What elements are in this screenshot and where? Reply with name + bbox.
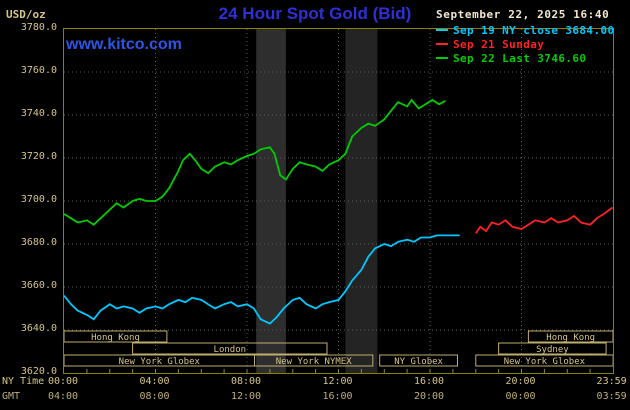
market-session-label: London xyxy=(214,345,247,355)
price-line-sep22 xyxy=(63,98,446,226)
ny-time-axis-caption: NY Time xyxy=(2,376,45,387)
gold-price-chart: Hong Kong Hong Kong London Sydney New York G… xyxy=(63,29,614,373)
legend-color-dash xyxy=(436,29,448,31)
price-line-sep21 xyxy=(475,206,614,234)
x-axis-label-ny: 16:00 xyxy=(413,376,445,387)
legend-color-dash xyxy=(436,43,448,45)
chart-datetime: September 22, 2025 16:40 xyxy=(436,8,610,21)
legend-entry: Sep 19 NY close 3684.00 xyxy=(436,23,615,37)
y-axis-label: 3680.0 xyxy=(20,237,57,248)
legend-label: Sep 19 NY close 3684.00 xyxy=(453,23,615,37)
market-session-label: Sydney xyxy=(536,345,569,355)
legend-entry: Sep 21 Sunday xyxy=(436,37,615,51)
y-axis-label: 3780.0 xyxy=(20,22,57,33)
market-session-box xyxy=(379,354,459,367)
y-axis-label: 3720.0 xyxy=(20,151,57,162)
market-session-box xyxy=(132,342,328,355)
x-axis-label-ny: 20:00 xyxy=(505,376,536,387)
market-session-label: Hong Kong xyxy=(91,333,140,343)
x-axis-label-gmt: 00:00 xyxy=(505,391,536,402)
plot-area: Hong Kong Hong Kong London Sydney New York G… xyxy=(63,28,614,374)
x-axis-label-ny: 23:59 xyxy=(596,376,627,387)
chart-title: 24 Hour Spot Gold (Bid) xyxy=(218,4,412,23)
x-axis-label-ny: 12:00 xyxy=(322,376,353,387)
x-axis-label-gmt: 04:00 xyxy=(47,391,79,402)
kitco-watermark-link[interactable]: www.kitco.com xyxy=(66,36,182,53)
x-axis-label-ny: 08:00 xyxy=(230,376,262,387)
x-axis-label-gmt: 20:00 xyxy=(413,391,445,402)
price-line-sep19 xyxy=(63,234,460,325)
market-session-label: New York Globex xyxy=(119,357,201,367)
y-axis-unit-label: USD/oz xyxy=(6,8,46,21)
market-session-box xyxy=(254,354,374,367)
market-session-label: NY Globex xyxy=(394,357,443,367)
x-axis-label-gmt: 03:59 xyxy=(596,391,627,402)
market-session-label: New York Globex xyxy=(504,357,586,367)
gmt-axis-caption: GMT xyxy=(2,391,21,402)
y-axis-label: 3640.0 xyxy=(20,323,57,334)
x-axis-label-gmt: 12:00 xyxy=(230,391,262,402)
x-axis-label-ny: 00:00 xyxy=(47,376,79,387)
y-axis-label: 3660.0 xyxy=(20,280,57,291)
y-axis-label: 3620.0 xyxy=(20,366,57,377)
legend-entry: Sep 22 Last 3746.60 xyxy=(436,51,615,65)
market-session-label: Hong Kong xyxy=(546,333,595,343)
legend-color-dash xyxy=(436,57,448,59)
legend-label: Sep 21 Sunday xyxy=(453,37,545,51)
x-axis-label-gmt: 08:00 xyxy=(139,391,170,402)
legend: Sep 19 NY close 3684.00 Sep 21 Sunday Sep … xyxy=(436,23,615,65)
y-axis-label: 3760.0 xyxy=(20,65,57,76)
market-session-box xyxy=(498,342,607,355)
market-session-label: New York NYMEX xyxy=(276,357,352,367)
x-axis-label-gmt: 16:00 xyxy=(322,391,353,402)
market-session-box xyxy=(63,330,168,343)
y-axis-label: 3740.0 xyxy=(20,108,57,119)
x-axis-label-ny: 04:00 xyxy=(139,376,170,387)
legend-label: Sep 22 Last 3746.60 xyxy=(453,51,587,65)
y-axis-label: 3700.0 xyxy=(20,194,57,205)
